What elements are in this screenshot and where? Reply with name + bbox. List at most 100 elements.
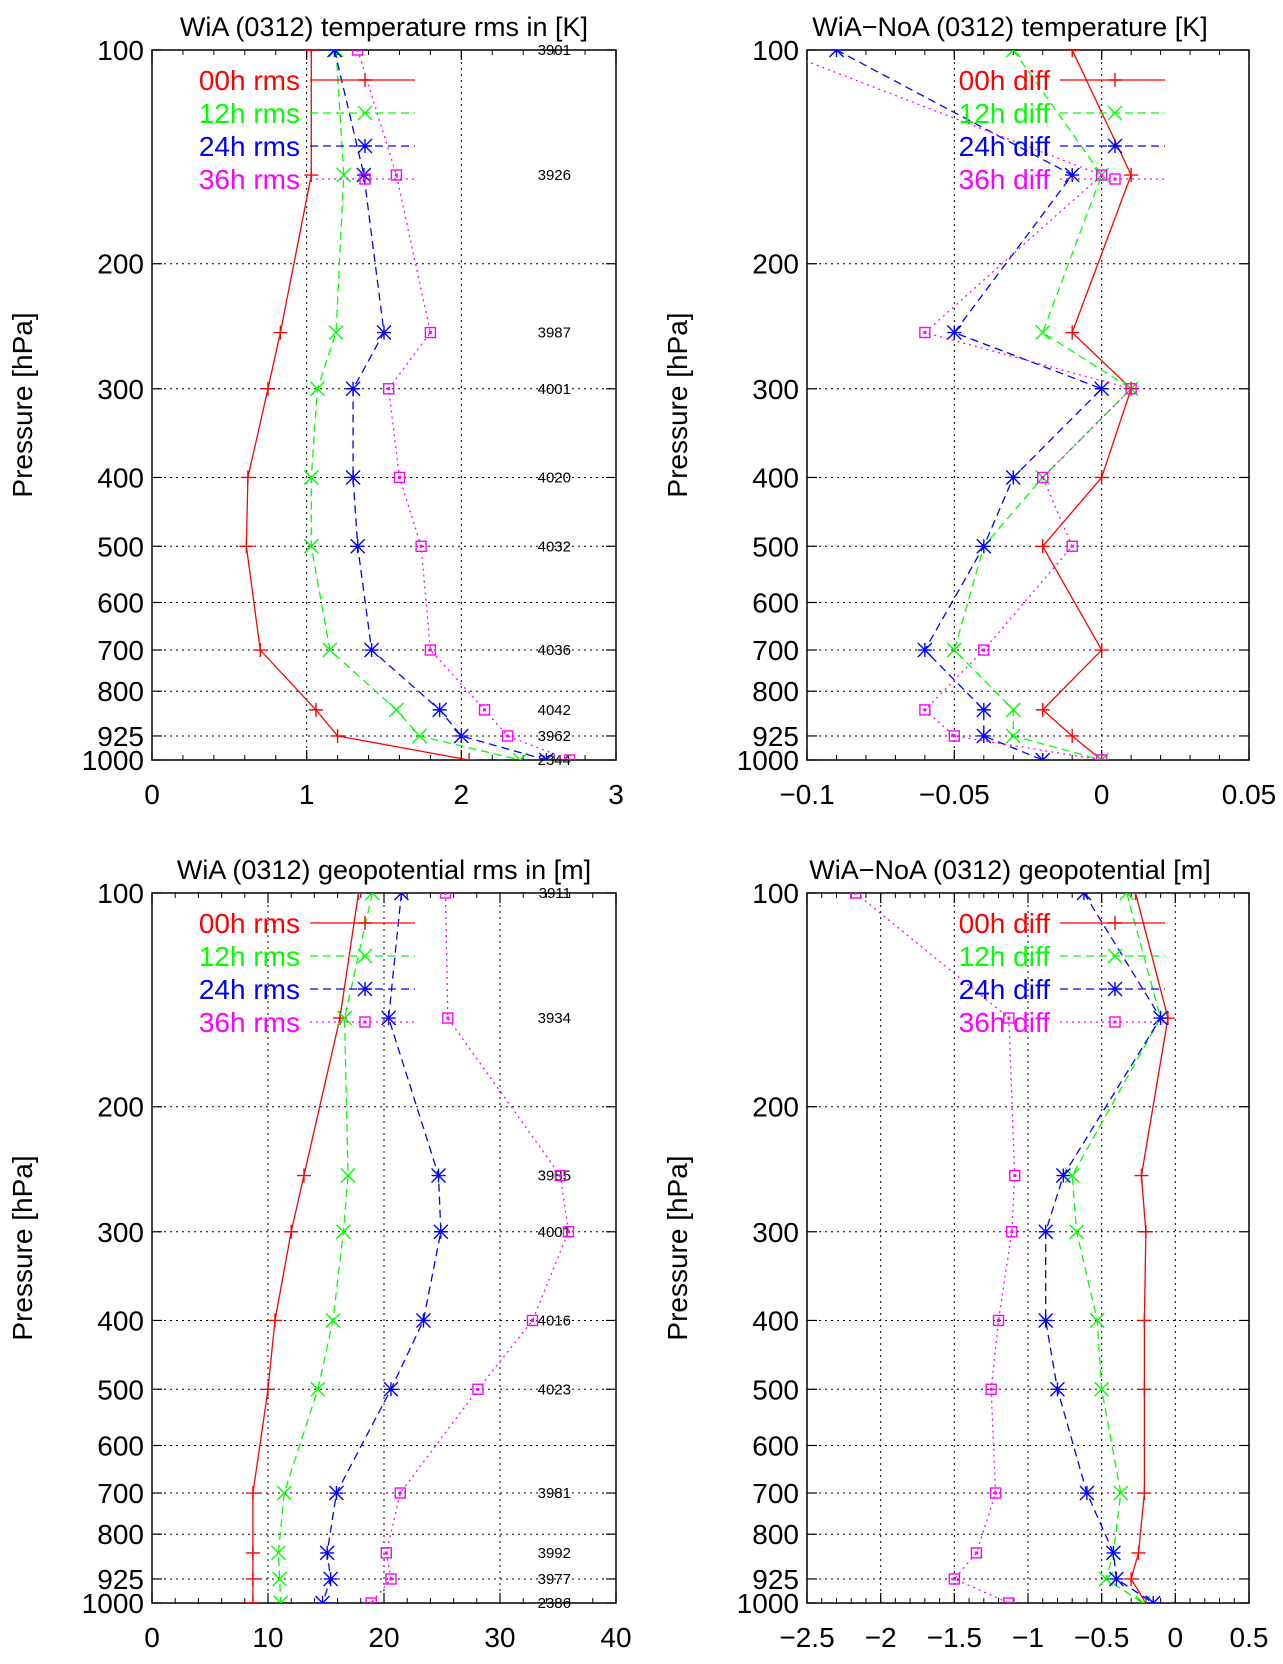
data-point-marker: [948, 730, 961, 742]
data-point-marker-dot: [1007, 1016, 1011, 1020]
data-point-marker: [336, 167, 352, 183]
data-point-marker: [1003, 1012, 1015, 1024]
y-tick-label: 700: [97, 1478, 144, 1509]
legend-marker: [359, 173, 371, 185]
data-point-marker: [1128, 893, 1143, 900]
data-point-marker: [1035, 752, 1051, 760]
data-point-marker: [462, 753, 477, 760]
chart-title: WiA (0312) geopotential rms in [m]: [177, 855, 591, 885]
legend-label: 24h rms: [199, 131, 300, 162]
y-tick-label: 925: [97, 721, 144, 752]
y-tick-label: 500: [752, 1374, 799, 1405]
y-tick-label: 200: [752, 1092, 799, 1123]
data-point-marker: [976, 728, 992, 744]
data-point-marker: [1005, 469, 1021, 485]
data-point-marker: [1003, 1597, 1015, 1603]
data-point-marker-dot: [530, 1318, 534, 1322]
series-line-12h-rms: [310, 50, 521, 760]
legend-label: 12h diff: [959, 98, 1051, 129]
data-point-marker-dot: [369, 1601, 373, 1603]
data-point-marker: [1035, 539, 1050, 554]
data-point-marker-dot: [1100, 758, 1104, 760]
data-point-marker-dot: [1041, 475, 1045, 479]
series-line-24h-diff: [1045, 893, 1162, 1603]
legend-label: 24h rms: [199, 974, 300, 1005]
y-tick-label: 800: [752, 676, 799, 707]
data-point-marker-dot: [568, 758, 572, 760]
obs-count-label: 4036: [538, 642, 571, 659]
data-point-marker: [245, 1571, 260, 1586]
legend-marker: [357, 948, 373, 964]
data-point-marker: [415, 1312, 431, 1328]
data-point-marker: [412, 728, 428, 744]
y-tick-label: 600: [97, 1430, 144, 1461]
plot-frame: [151, 892, 617, 1604]
data-point-marker: [439, 893, 452, 899]
data-point-marker: [985, 1383, 997, 1395]
data-point-marker: [1035, 325, 1051, 341]
y-tick-label: 1000: [82, 745, 144, 776]
data-point-marker: [340, 1168, 356, 1184]
x-tick-label: −1: [1012, 1622, 1044, 1653]
data-point-marker: [1124, 168, 1139, 183]
y-tick-label: 400: [752, 462, 799, 493]
data-point-marker: [1076, 893, 1092, 901]
data-point-marker-dot: [989, 1387, 993, 1391]
data-point-marker: [948, 1573, 961, 1585]
data-point-marker: [272, 1571, 288, 1587]
data-point-marker: [472, 1383, 484, 1395]
legend-marker: [1107, 981, 1123, 997]
legend-marker-dot: [363, 177, 367, 181]
data-point-marker: [563, 754, 576, 760]
legend-label: 24h diff: [959, 131, 1051, 162]
data-point-marker: [383, 1381, 399, 1397]
series-line-00h-diff: [1041, 50, 1132, 760]
data-point-marker-dot: [982, 648, 986, 652]
y-tick-label: 200: [97, 1092, 144, 1123]
data-point-marker: [1095, 169, 1108, 181]
data-point-marker: [1095, 754, 1108, 760]
data-point-marker: [1089, 1312, 1105, 1328]
legend-marker: [1109, 1016, 1121, 1028]
legend-label: 12h diff: [959, 941, 1051, 972]
data-point-marker: [970, 1547, 983, 1559]
data-point-marker: [253, 643, 268, 658]
legend-marker: [357, 105, 373, 121]
legend-marker-dot: [1113, 177, 1117, 181]
series-line-00h-diff: [1130, 893, 1169, 1603]
data-point-marker-dot: [1100, 173, 1104, 177]
legend-marker-dot: [363, 1020, 367, 1024]
obs-count-label: 4032: [538, 538, 571, 555]
x-tick-label: −2.5: [779, 1622, 834, 1653]
data-point-marker: [328, 50, 344, 58]
legend-label: 00h rms: [199, 908, 300, 939]
x-tick-label: 2: [454, 779, 470, 810]
data-point-marker: [345, 469, 361, 485]
y-tick-label: 925: [752, 1564, 799, 1595]
series-line-24h-diff: [836, 50, 1103, 760]
y-tick-label: 400: [97, 462, 144, 493]
y-tick-label: 500: [97, 1374, 144, 1405]
data-point-marker: [296, 1168, 311, 1183]
plot-frame: [806, 892, 1250, 1604]
data-point-marker: [1065, 50, 1080, 57]
data-point-marker: [1055, 1168, 1071, 1184]
series-layer: [849, 893, 1175, 1603]
data-point-marker-dot: [854, 893, 858, 895]
data-point-marker-dot: [446, 1016, 450, 1020]
obs-count-label: 3992: [538, 1545, 571, 1562]
data-point-marker: [393, 893, 409, 901]
data-point-marker: [1038, 1312, 1054, 1328]
data-point-marker: [976, 538, 992, 554]
data-point-marker: [245, 1596, 260, 1603]
x-tick-label: 0.05: [1222, 779, 1277, 810]
data-point-marker: [352, 50, 364, 56]
data-point-marker: [1145, 1595, 1161, 1603]
data-point-marker-dot: [397, 475, 401, 479]
data-point-marker: [376, 325, 392, 341]
data-point-marker-dot: [974, 1551, 978, 1555]
data-point-marker: [424, 644, 437, 656]
data-point-marker: [245, 1545, 260, 1560]
obs-count-label: 4020: [538, 469, 571, 486]
